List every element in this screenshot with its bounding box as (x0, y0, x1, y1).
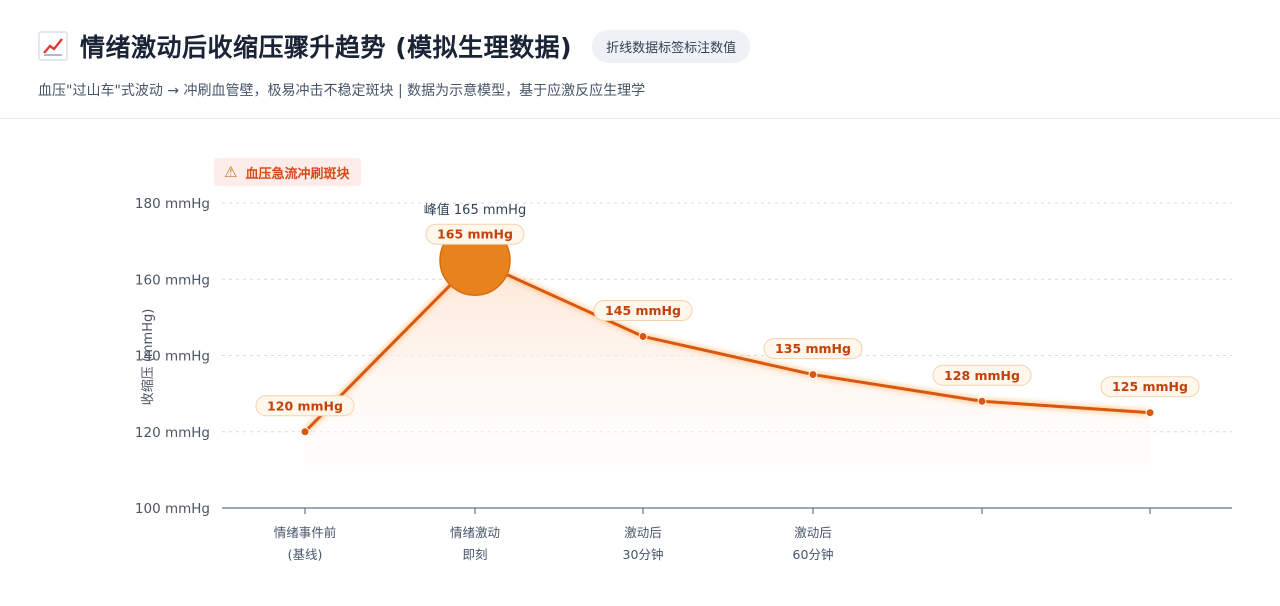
x-tick-label: (基线) (288, 547, 323, 562)
x-tick-label: 情绪激动 (450, 525, 500, 540)
x-tick-label: 情绪事件前 (274, 525, 337, 540)
y-tick-label: 140 mmHg (135, 349, 210, 365)
area-fill (305, 260, 1150, 508)
data-label: 165 mmHg (437, 227, 513, 242)
data-point (1145, 408, 1155, 418)
data-point (977, 396, 987, 406)
x-tick-label: 激动后 (794, 525, 832, 540)
data-label-bg (763, 338, 863, 360)
warning-icon: ⚠ (224, 163, 238, 181)
data-label-bg (932, 364, 1032, 386)
x-tick-label: 60分钟 (793, 547, 834, 562)
data-label: 128 mmHg (944, 368, 1020, 383)
page-subtitle: 血压"过山车"式波动 → 冲刷血管壁，极易冲击不稳定斑块 | 数据为示意模型，基… (38, 83, 646, 99)
data-label-bg (255, 395, 355, 417)
chart-header: 情绪激动后收缩压骤升趋势 (模拟生理数据) 折线数据标签标注数值 血压"过山车"… (0, 0, 1280, 119)
trend-chart-icon (38, 31, 68, 61)
y-tick-label: 180 mmHg (135, 196, 210, 212)
plaque-warning-text: 血压急流冲刷斑块 (245, 166, 350, 182)
data-label-bg (1100, 376, 1200, 398)
data-point (300, 427, 310, 437)
data-label: 145 mmHg (605, 303, 681, 318)
y-tick-label: 120 mmHg (135, 425, 210, 441)
data-label: 120 mmHg (267, 398, 343, 413)
plaque-warning-badge: ⚠ 血压急流冲刷斑块 (214, 158, 362, 186)
x-tick-label: 激动后 (624, 525, 662, 540)
data-point (638, 331, 648, 341)
data-label: 125 mmHg (1112, 379, 1188, 394)
page-title: 情绪激动后收缩压骤升趋势 (模拟生理数据) (80, 33, 573, 62)
series-line (303, 258, 1151, 433)
data-labels: 120 mmHg 165 mmHg 145 mmHg 135 mmHg 128 mmHg… (255, 223, 1200, 417)
data-label-bg (593, 299, 693, 321)
title-row: 情绪激动后收缩压骤升趋势 (模拟生理数据) 折线数据标签标注数值 (38, 26, 751, 66)
label-mode-badge: 折线数据标签标注数值 (592, 29, 751, 63)
y-tick-label: 160 mmHg (135, 272, 210, 288)
y-axis-label: 收缩压 (mmHg) (140, 309, 156, 406)
y-tick-label: 100 mmHg (135, 501, 210, 517)
x-tick-label: 30分钟 (623, 547, 664, 562)
y-axis-ticks: 100 mmHg 120 mmHg 140 mmHg 160 mmHg 180 mmHg (135, 196, 210, 517)
peak-annotation: 峰值 165 mmHg (424, 202, 526, 218)
x-tick-label: 即刻 (462, 547, 487, 562)
data-label: 135 mmHg (775, 341, 851, 356)
data-label-bg (425, 223, 525, 245)
data-point (808, 370, 818, 380)
